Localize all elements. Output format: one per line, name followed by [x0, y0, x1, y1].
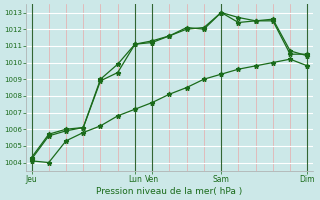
X-axis label: Pression niveau de la mer( hPa ): Pression niveau de la mer( hPa ) [96, 187, 243, 196]
